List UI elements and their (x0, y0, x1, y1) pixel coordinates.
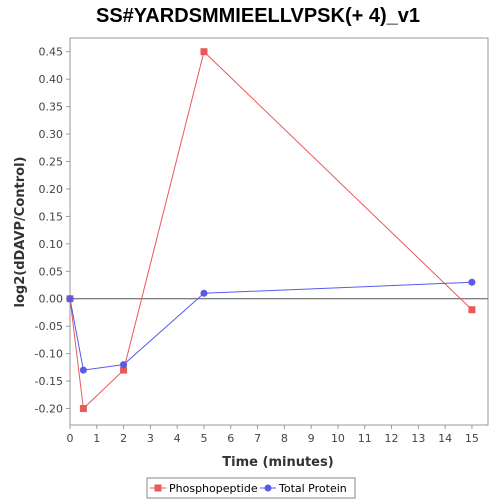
x-tick-label: 4 (174, 432, 181, 445)
legend-item-phosphopeptide: Phosphopeptide (150, 482, 258, 495)
x-tick-label: 0 (67, 432, 74, 445)
x-tick-label: 11 (358, 432, 372, 445)
data-point-total-protein (468, 278, 476, 286)
x-tick-label: 15 (465, 432, 479, 445)
data-point-phosphopeptide (120, 366, 128, 374)
y-axis: -0.20 -0.15 -0.10 -0.05 0.00 0.05 0.10 0.15 0.20… (35, 46, 70, 416)
x-tick-label: 10 (331, 432, 345, 445)
y-tick-label: -0.05 (35, 320, 63, 333)
x-tick-label: 14 (438, 432, 452, 445)
x-axis: 0 1 2 3 4 5 6 7 8 9 10 11 12 13 14 15 (67, 425, 479, 445)
y-tick-label: -0.20 (35, 403, 63, 416)
x-tick-label: 1 (93, 432, 100, 445)
legend-marker (264, 484, 272, 492)
x-tick-label: 7 (254, 432, 261, 445)
y-tick-label: -0.10 (35, 348, 63, 361)
legend-label: Total Protein (278, 482, 347, 495)
legend-item-total-protein: Total Protein (260, 482, 347, 495)
x-tick-label: 12 (385, 432, 399, 445)
x-tick-label: 2 (120, 432, 127, 445)
legend: Phosphopeptide Total Protein (146, 477, 356, 499)
y-tick-label: 0.25 (39, 156, 64, 169)
y-tick-label: 0.35 (39, 101, 64, 114)
data-point-total-protein (120, 361, 128, 369)
y-tick-label: 0.15 (39, 210, 64, 223)
y-tick-label: -0.15 (35, 375, 63, 388)
legend-box (146, 477, 356, 499)
data-point-phosphopeptide (468, 306, 476, 314)
y-tick-label: 0.40 (39, 73, 64, 86)
x-axis-label: Time (minutes) (222, 455, 333, 470)
data-point-total-protein (79, 366, 87, 374)
y-tick-label: 0.30 (39, 128, 64, 141)
data-point-total-protein (66, 295, 74, 303)
plot-area (69, 37, 489, 426)
x-tick-label: 8 (281, 432, 288, 445)
legend-marker (154, 484, 162, 492)
x-tick-label: 9 (308, 432, 315, 445)
y-tick-label: 0.10 (39, 238, 64, 251)
data-point-phosphopeptide (79, 405, 87, 413)
y-axis-label: log2(dDAVP/Control) (13, 157, 28, 308)
series-total-protein (66, 278, 476, 374)
x-tick-label: 3 (147, 432, 154, 445)
chart-title: SS#YARDSMMIEELLVPSK(+ 4)_v1 (96, 5, 420, 27)
data-point-total-protein (200, 289, 208, 297)
y-tick-label: 0.00 (39, 293, 64, 306)
legend-label: Phosphopeptide (169, 482, 258, 495)
x-tick-label: 5 (200, 432, 207, 445)
data-point-phosphopeptide (200, 48, 208, 56)
x-tick-label: 13 (411, 432, 425, 445)
x-tick-label: 6 (227, 432, 234, 445)
y-tick-label: 0.20 (39, 183, 64, 196)
y-tick-label: 0.45 (39, 46, 64, 59)
series-layer (66, 48, 476, 413)
y-tick-label: 0.05 (39, 265, 64, 278)
